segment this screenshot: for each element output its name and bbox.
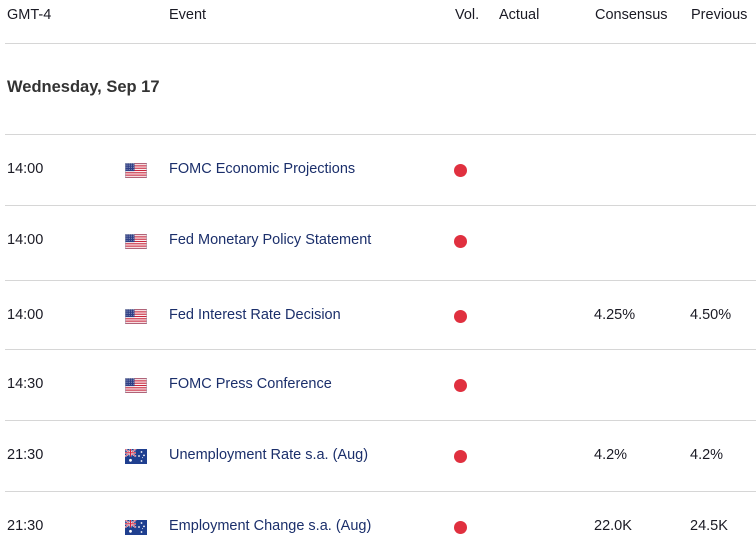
header-divider: [5, 43, 756, 44]
table-header: GMT-4 Event Vol. Actual Consensus Previo…: [0, 0, 756, 44]
us-flag-icon: [125, 378, 147, 393]
event-name-link[interactable]: FOMC Economic Projections: [169, 161, 356, 177]
row-divider: [5, 280, 756, 281]
previous-value: 4.2%: [690, 447, 724, 463]
event-name-link[interactable]: Employment Change s.a. (Aug): [169, 518, 372, 534]
volatility-high-indicator: [454, 310, 467, 323]
us-flag-icon: [125, 234, 147, 249]
event-name-link[interactable]: FOMC Press Conference: [169, 376, 332, 392]
volatility-high-indicator: [454, 235, 467, 248]
date-heading: Wednesday, Sep 17: [7, 78, 160, 96]
event-time: 14:00: [7, 307, 44, 323]
volatility-high-indicator: [454, 164, 467, 177]
volatility-high-indicator: [454, 450, 467, 463]
event-name-link[interactable]: Unemployment Rate s.a. (Aug): [169, 447, 369, 463]
au-flag-icon: [124, 519, 147, 535]
header-actual: Actual: [499, 7, 540, 23]
event-time: 14:00: [7, 161, 44, 177]
header-consensus: Consensus: [595, 7, 668, 23]
previous-value: 24.5K: [690, 518, 728, 534]
au-flag-icon: [124, 448, 147, 464]
event-time: 21:30: [7, 447, 44, 463]
header-previous: Previous: [691, 7, 748, 23]
us-flag-icon: [125, 163, 147, 178]
row-divider: [5, 134, 756, 135]
header-timezone[interactable]: GMT-4: [7, 7, 52, 23]
event-name-link[interactable]: Fed Interest Rate Decision: [169, 307, 341, 323]
consensus-value: 4.2%: [594, 447, 628, 463]
volatility-high-indicator: [454, 379, 467, 392]
event-time: 21:30: [7, 518, 44, 534]
previous-value: 4.50%: [690, 307, 732, 323]
consensus-value: 22.0K: [594, 518, 632, 534]
row-divider: [5, 420, 756, 421]
row-divider: [5, 205, 756, 206]
consensus-value: 4.25%: [594, 307, 636, 323]
event-time: 14:00: [7, 232, 44, 248]
row-divider: [5, 491, 756, 492]
header-vol: Vol.: [455, 7, 480, 23]
volatility-high-indicator: [454, 521, 467, 534]
row-divider: [5, 349, 756, 350]
us-flag-icon: [125, 309, 147, 324]
event-name-link[interactable]: Fed Monetary Policy Statement: [169, 232, 372, 248]
event-time: 14:30: [7, 376, 44, 392]
header-event: Event: [169, 7, 207, 23]
